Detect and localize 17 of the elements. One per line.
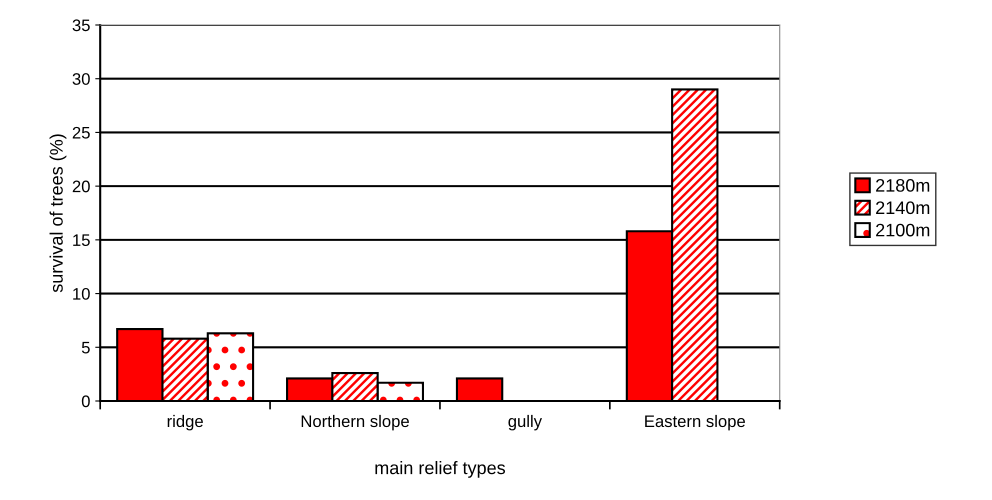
y-tick-label: 35 bbox=[72, 19, 90, 32]
legend-label: 2100m bbox=[876, 224, 930, 236]
x-tick-label: ridge bbox=[168, 414, 203, 430]
y-tick-label: 10 bbox=[73, 288, 90, 300]
legend-label: 2140m bbox=[876, 201, 930, 214]
y-tick-label: 0 bbox=[82, 395, 90, 408]
y-tick-label: 20 bbox=[72, 180, 90, 192]
x-axis-title: main relief types bbox=[375, 460, 506, 478]
y-axis-title: survival of trees (%) bbox=[50, 134, 66, 292]
y-tick-label: 15 bbox=[73, 234, 90, 246]
legend-label: 2180m bbox=[876, 179, 930, 192]
y-tick-label: 30 bbox=[72, 73, 90, 85]
x-tick-label: Northern slope bbox=[302, 414, 409, 430]
y-tick-label: 25 bbox=[72, 126, 90, 139]
x-tick-label: gully bbox=[508, 414, 542, 430]
y-tick-label: 5 bbox=[82, 342, 90, 354]
x-tick-label: Eastern slope bbox=[645, 414, 745, 430]
